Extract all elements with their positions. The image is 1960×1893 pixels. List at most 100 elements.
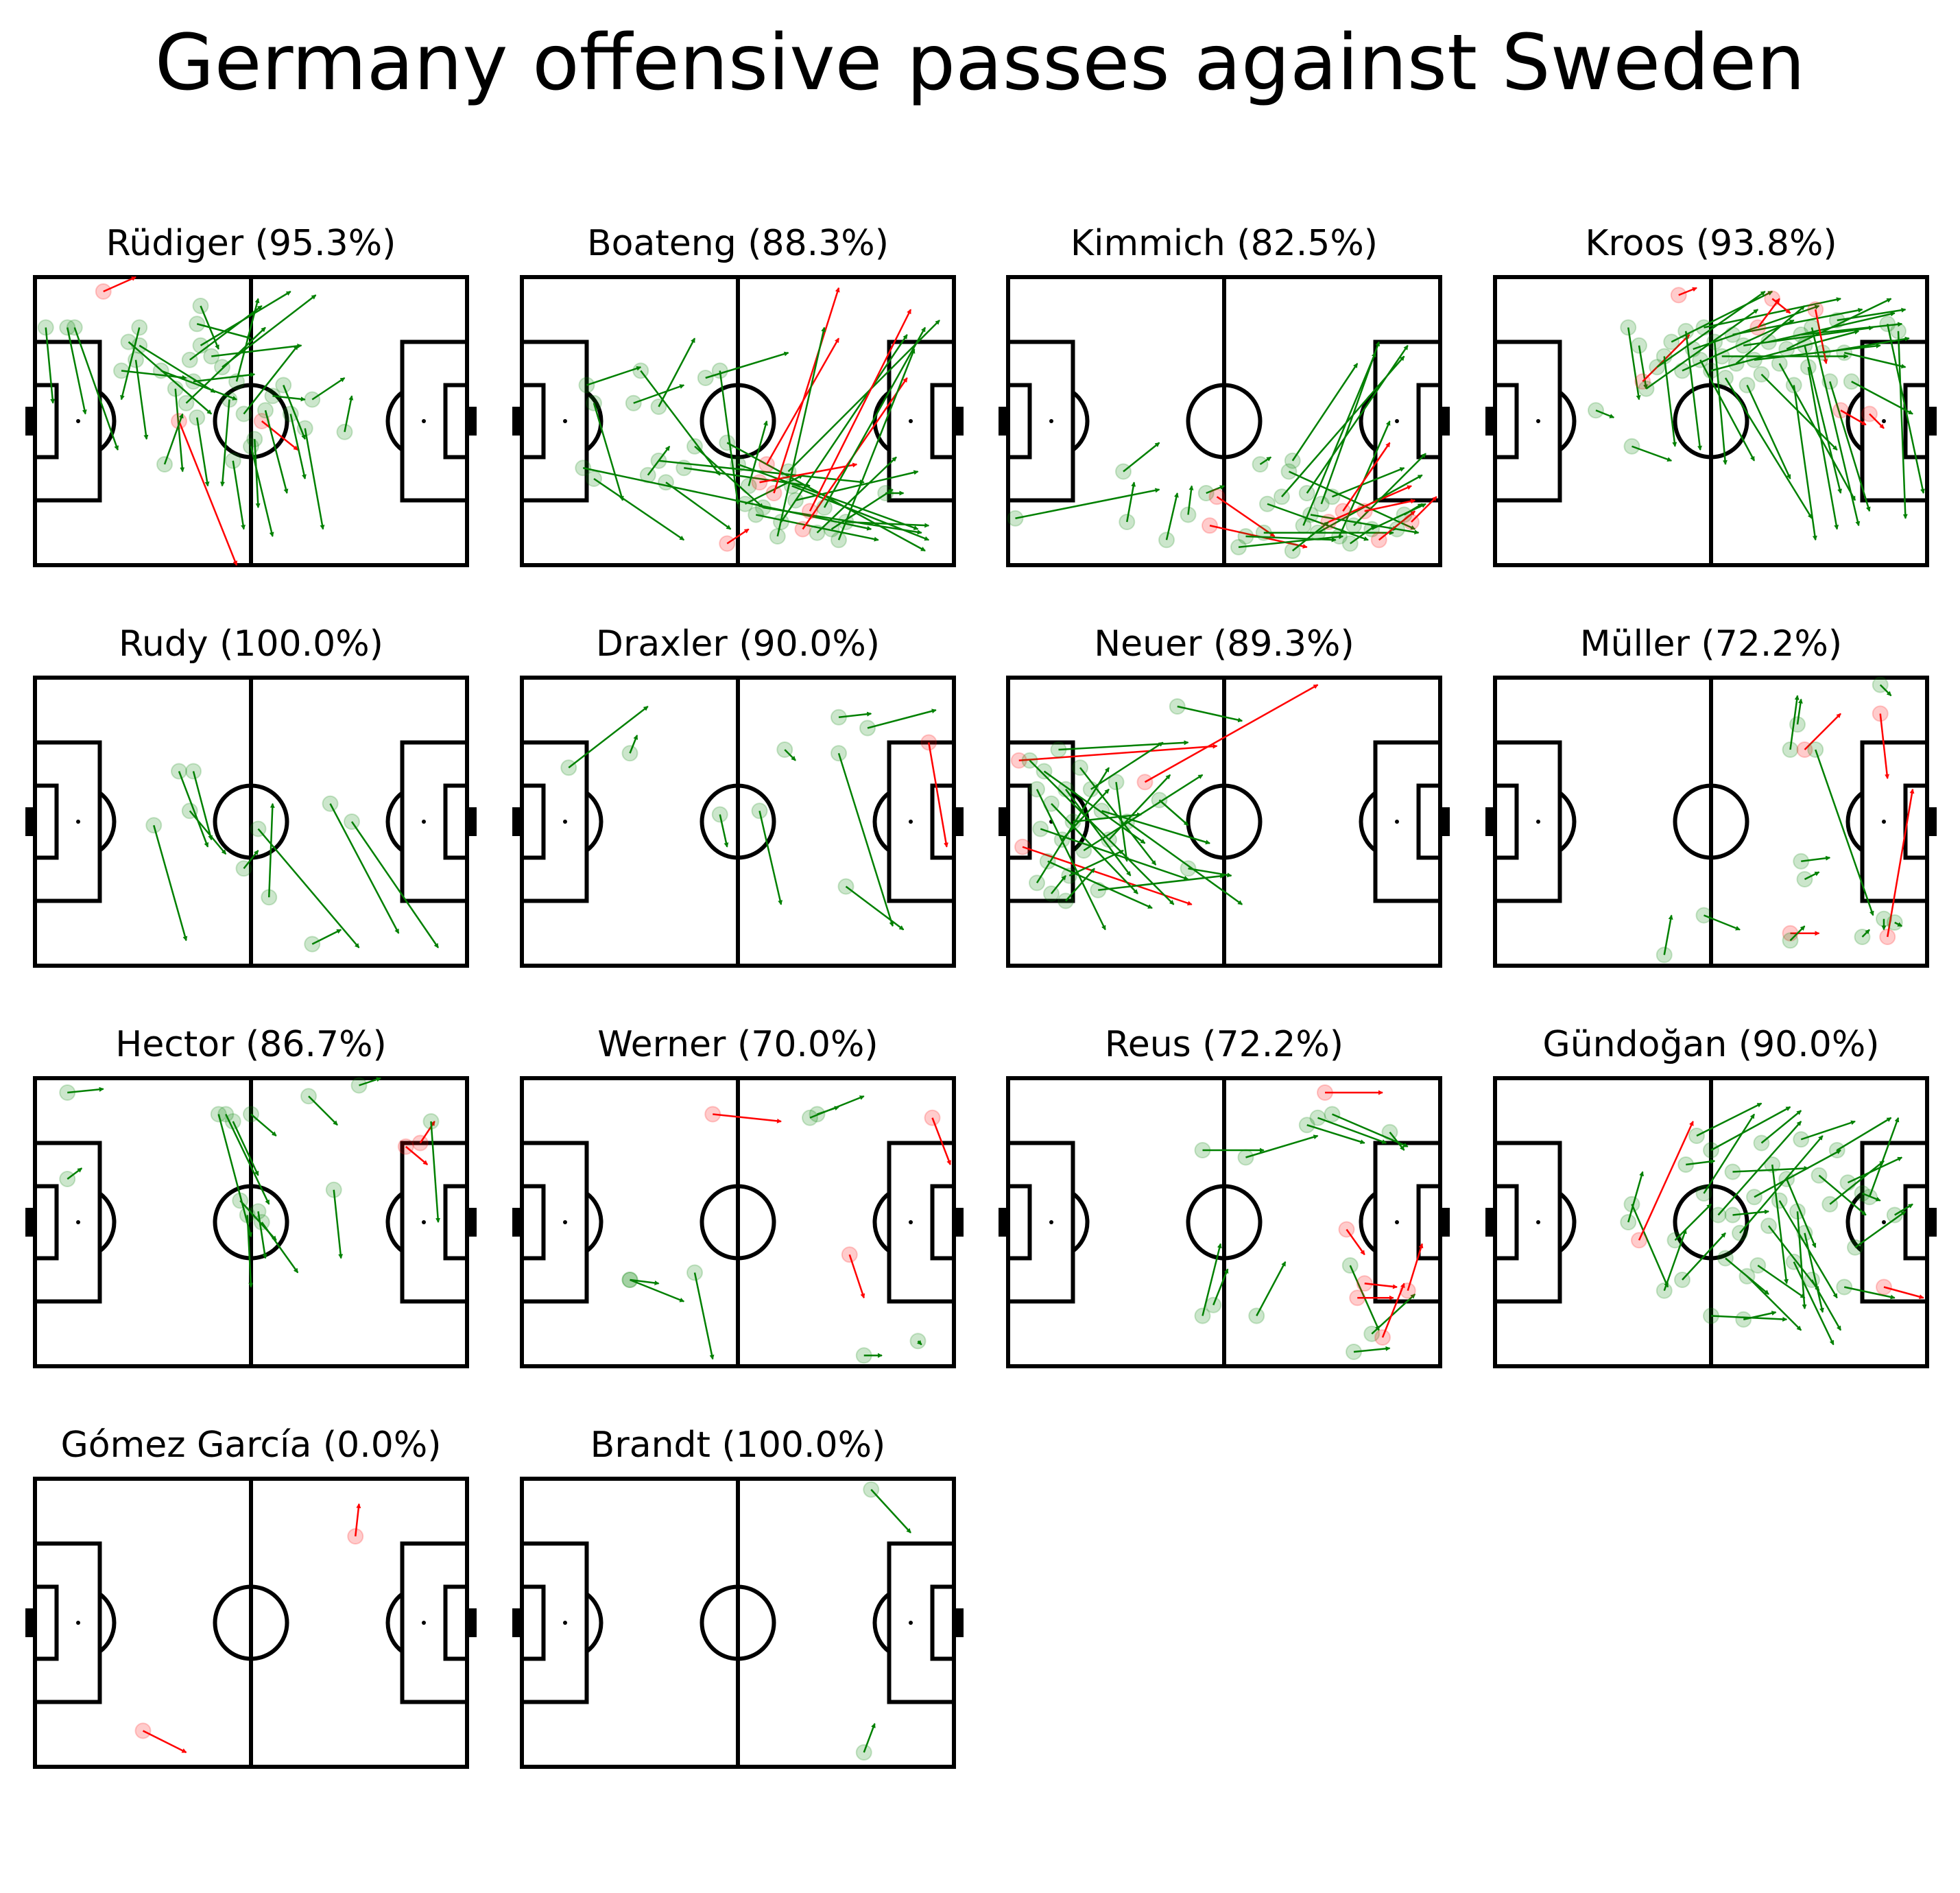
pass-arrow [1083, 774, 1204, 852]
pass-arrow [726, 528, 750, 545]
pitch [25, 676, 477, 968]
pass-arrow [758, 810, 783, 905]
pass-complete [1313, 341, 1381, 512]
pass-complete [178, 326, 266, 412]
pass-complete [1620, 319, 1641, 401]
pass-incomplete [1010, 743, 1218, 769]
pass-complete [1588, 402, 1615, 419]
right-penalty-arc [872, 791, 891, 853]
pass-arrow [1051, 874, 1066, 894]
pass-complete [1324, 1106, 1409, 1147]
pass-complete [250, 1203, 267, 1259]
pass-complete [1259, 495, 1369, 541]
pass-complete [250, 820, 360, 949]
pass-arrow [863, 1723, 876, 1753]
pass-arrow [784, 749, 796, 761]
pass-arrow [837, 348, 916, 540]
pass-arrow [568, 706, 649, 769]
pass-complete [1298, 344, 1409, 501]
pass-arrow [1786, 1178, 1817, 1248]
pass-complete [639, 445, 671, 484]
pass-arrow [1302, 352, 1376, 526]
pass-arrow [344, 395, 354, 432]
pass-arrow [630, 1278, 660, 1285]
pass-complete [1785, 377, 1817, 541]
pass-arrow [311, 377, 346, 401]
pass-arrow [289, 414, 307, 479]
pass-arrow [1389, 1131, 1405, 1151]
player-panel-neuer: Neuer (89.3%) [999, 623, 1450, 968]
pass-arrow [1098, 873, 1225, 891]
pass-complete [325, 1181, 344, 1259]
pass-complete [1663, 290, 1773, 350]
pass-complete [1703, 329, 1860, 379]
pitch [999, 275, 1450, 567]
pass-incomplete [1349, 1289, 1394, 1307]
left-penalty-arc [585, 1592, 603, 1654]
pass-complete [1789, 698, 1806, 733]
pass-complete [1093, 802, 1210, 845]
pass-complete [1839, 1156, 1903, 1191]
pass-arrow [1627, 1171, 1644, 1223]
pass-complete [830, 745, 894, 927]
right-goal [954, 407, 964, 436]
pass-complete [235, 344, 299, 422]
pass-arrow [1645, 309, 1759, 390]
pass-arrow [763, 506, 922, 535]
pass-complete [1677, 322, 1703, 451]
pass-complete [1036, 763, 1146, 844]
pass-arrow [1804, 1233, 1824, 1313]
pass-arrow [1840, 409, 1867, 426]
right-penalty-arc [872, 390, 891, 452]
pass-arrow [1043, 770, 1146, 844]
pass-arrow [1861, 929, 1870, 938]
panel-title: Werner (70.0%) [597, 1024, 878, 1065]
pass-arrow [193, 372, 256, 383]
pass-incomplete [704, 1106, 782, 1123]
pass-complete [1836, 1278, 1896, 1300]
pass-arrow [582, 467, 872, 531]
pass-complete [1760, 1217, 1820, 1291]
pass-complete [261, 802, 278, 906]
panel-title: Rüdiger (95.3%) [106, 223, 396, 264]
pass-complete [1090, 873, 1225, 898]
pass-arrow [1897, 331, 1908, 519]
pass-incomplete [1634, 334, 1690, 390]
pass-complete [1847, 1211, 1907, 1256]
pass-complete [185, 763, 213, 841]
pass-arrow [1018, 743, 1218, 761]
pass-arrow [1810, 1279, 1842, 1331]
left-goal [999, 807, 1008, 836]
pass-arrow [1158, 799, 1189, 826]
pass-complete [1764, 1156, 1789, 1285]
right-penalty-spot [909, 419, 913, 423]
pass-complete [304, 929, 342, 953]
pass-incomplete [411, 1121, 435, 1152]
pass-complete [740, 420, 768, 495]
pass-complete [1854, 929, 1871, 945]
pass-arrow [867, 709, 937, 729]
pass-arrow [928, 742, 948, 848]
panel-title: Neuer (89.3%) [1094, 623, 1354, 665]
pass-complete [296, 420, 325, 530]
pass-complete [1057, 781, 1132, 877]
player-panel-hector: Hector (86.7%) [25, 1024, 477, 1368]
right-penalty-spot [1882, 820, 1886, 824]
pass-complete [1656, 914, 1673, 964]
player-panel-kimmich: Kimmich (82.5%) [999, 223, 1450, 567]
pass-complete [1695, 907, 1741, 931]
pass-incomplete [719, 528, 750, 552]
pass-complete [837, 514, 930, 530]
left-penalty-arc [1071, 390, 1090, 452]
pass-complete [1057, 868, 1095, 909]
left-penalty-arc [1558, 791, 1577, 853]
pass-complete [855, 1723, 876, 1761]
pass-complete [1854, 1185, 1881, 1202]
pass-incomplete [1872, 705, 1890, 779]
pass-arrow [1396, 528, 1420, 535]
pass-complete [131, 337, 216, 394]
pass-arrow [264, 409, 289, 494]
pass-complete [246, 431, 263, 508]
pass-incomplete [841, 1246, 865, 1299]
